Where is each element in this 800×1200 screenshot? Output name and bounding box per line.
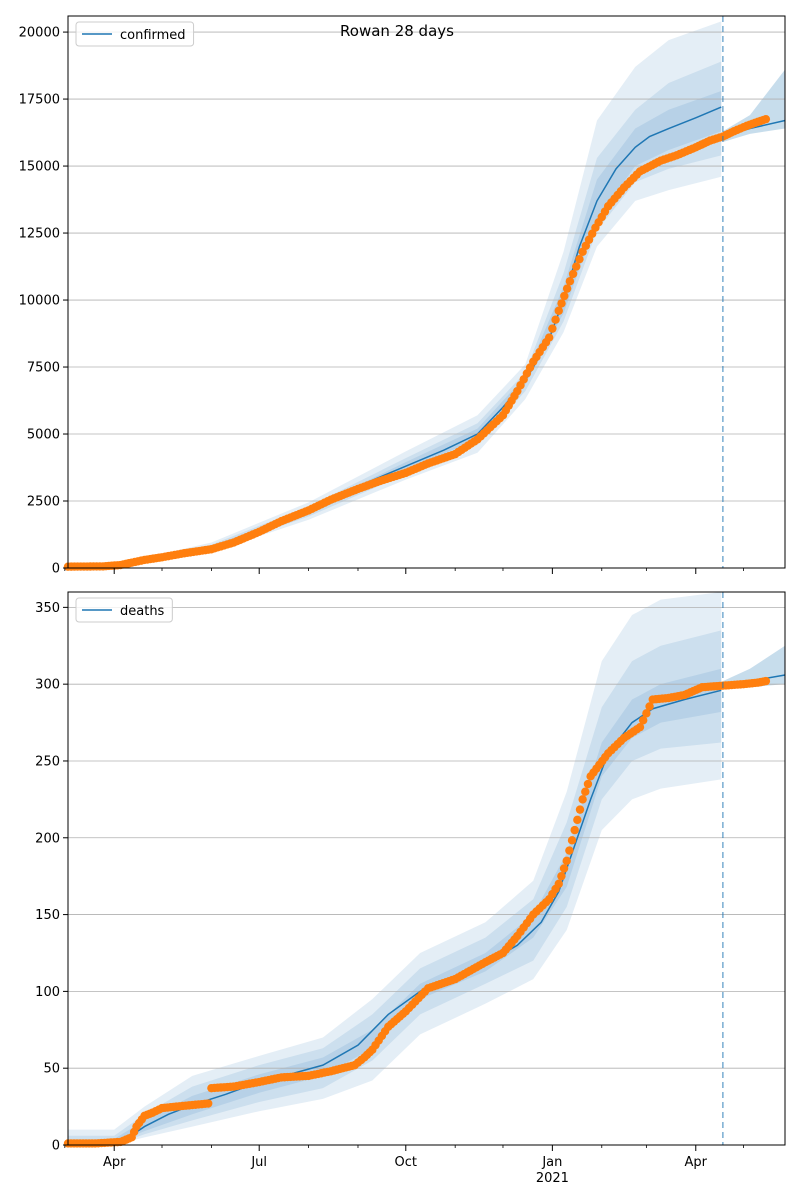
y-tick-label: 20000 — [19, 26, 60, 41]
observed-point — [565, 277, 575, 286]
observed-point — [551, 315, 560, 324]
y-tick-label: 0 — [52, 1139, 60, 1154]
band-outer — [68, 592, 722, 1145]
observed-point — [559, 864, 569, 873]
legend-box — [75, 21, 195, 47]
observed-point — [557, 871, 566, 881]
x-tick-label: Jan — [541, 1155, 562, 1170]
confirmed-observed-points — [63, 114, 771, 571]
legend-label: confirmed — [120, 28, 186, 43]
x-tick-label: Jul — [250, 1155, 267, 1170]
legend-box — [75, 597, 173, 623]
legend-label: deaths — [120, 604, 165, 619]
band-outer — [68, 21, 722, 568]
y-tick-label: 300 — [35, 678, 60, 693]
figure-title: Rowan 28 days — [340, 22, 454, 40]
deaths-axes-frame — [67, 591, 786, 1146]
observed-point — [544, 333, 554, 342]
y-tick-label: 100 — [35, 985, 60, 1000]
observed-point — [562, 856, 571, 866]
observed-point — [572, 262, 581, 271]
y-tick-label: 7500 — [27, 361, 60, 376]
y-tick-label: 17500 — [19, 93, 60, 108]
observed-point — [635, 722, 645, 732]
observed-point — [642, 709, 651, 718]
observed-point — [562, 284, 572, 293]
deaths-panel: 0 50 100 150 200 250 300 350 Apr Jul Oct Jan Apr de… — [35, 591, 786, 1170]
y-tick-label: 2500 — [27, 495, 60, 510]
observed-point — [560, 291, 569, 301]
observed-point — [583, 779, 593, 789]
observed-point — [575, 805, 585, 814]
observed-point — [554, 879, 563, 889]
x-tick-label: Oct — [395, 1155, 417, 1170]
observed-point — [204, 1099, 213, 1108]
deaths-observed-points — [63, 676, 771, 1148]
observed-point — [581, 787, 590, 796]
observed-point — [761, 114, 771, 124]
observed-point — [565, 846, 574, 855]
deaths-legend: deaths — [75, 597, 173, 623]
confirmed-legend: confirmed — [75, 21, 195, 47]
confirmed-axes-frame — [67, 15, 786, 569]
confirmed-y-ticks: 0 2500 5000 7500 10000 12500 15000 17500 20000 — [19, 26, 68, 577]
x-year-label: 2021 — [536, 1171, 569, 1186]
y-tick-label: 5000 — [27, 428, 60, 443]
observed-point — [573, 815, 582, 825]
observed-point — [548, 324, 557, 333]
y-tick-label: 0 — [52, 562, 60, 577]
x-tick-label: Apr — [103, 1155, 126, 1170]
band-mid — [68, 630, 722, 1145]
y-tick-label: 10000 — [19, 294, 60, 309]
confirmed-x-ticks — [64, 568, 744, 574]
band-inner — [68, 668, 722, 1145]
observed-point — [638, 716, 648, 725]
observed-point — [554, 306, 563, 315]
observed-point — [567, 836, 577, 845]
observed-point — [575, 254, 584, 264]
y-tick-label: 50 — [43, 1062, 60, 1077]
band-mid — [68, 61, 722, 568]
observed-point — [557, 299, 566, 308]
y-tick-label: 12500 — [19, 227, 60, 242]
deaths-y-ticks: 0 50 100 150 200 250 300 350 — [35, 601, 68, 1154]
x-tick-label: Apr — [685, 1155, 708, 1170]
observed-point — [578, 795, 587, 804]
observed-point — [570, 825, 579, 835]
deaths-x-ticks: Apr Jul Oct Jan Apr — [64, 1145, 744, 1170]
y-tick-label: 350 — [35, 601, 60, 616]
y-tick-label: 150 — [35, 908, 60, 923]
observed-point — [568, 269, 578, 279]
observed-point — [645, 702, 654, 711]
observed-point — [761, 676, 771, 686]
y-tick-label: 200 — [35, 831, 60, 846]
y-tick-label: 15000 — [19, 160, 60, 175]
y-tick-label: 250 — [35, 754, 60, 769]
confirmed-panel: 0 2500 5000 7500 10000 12500 15000 17500 20000 c… — [19, 15, 786, 577]
